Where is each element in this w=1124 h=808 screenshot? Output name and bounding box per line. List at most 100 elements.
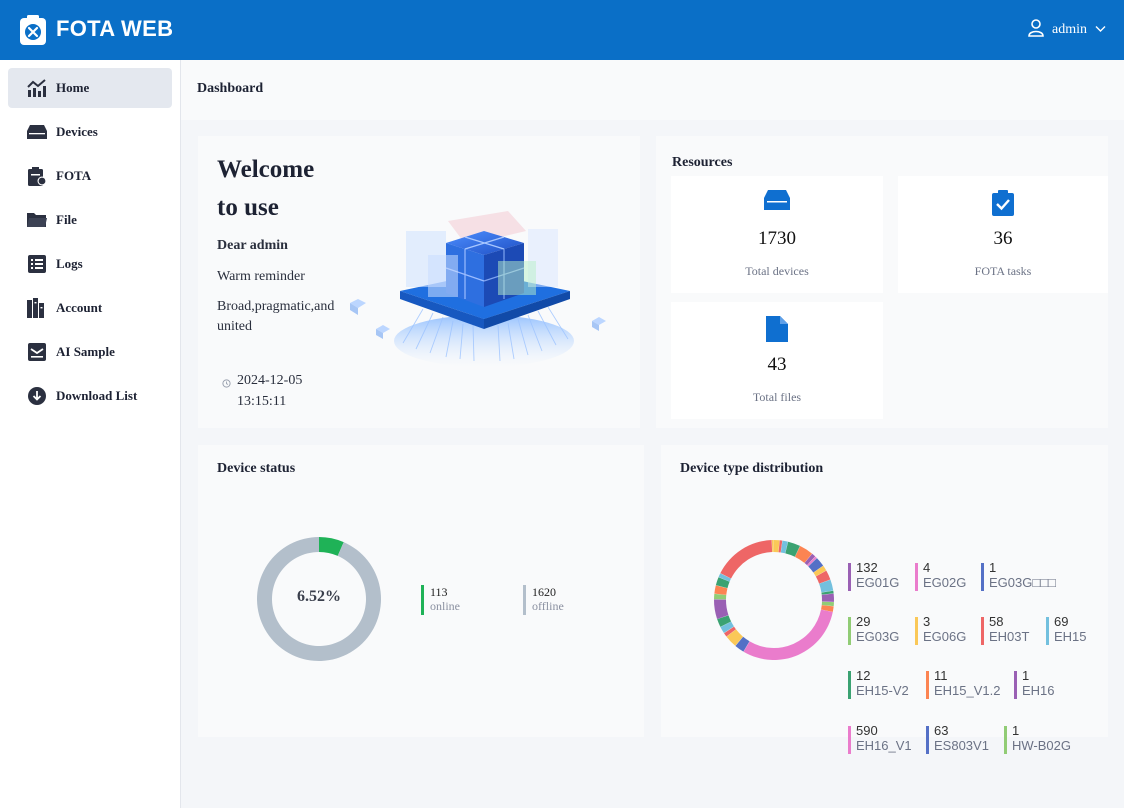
total-files-label: Total files bbox=[752, 390, 802, 404]
status-slice-online[interactable] bbox=[319, 537, 344, 556]
user-menu[interactable]: admin bbox=[1028, 18, 1106, 42]
legend-label: EH16_V1 bbox=[856, 738, 912, 753]
type-slice[interactable] bbox=[785, 541, 801, 557]
legend-swatch bbox=[1014, 671, 1017, 699]
type-slice[interactable] bbox=[807, 556, 817, 567]
type-slice[interactable] bbox=[724, 626, 736, 637]
legend-label: EH15 bbox=[1054, 629, 1087, 644]
welcome-card: Welcome to use Dear admin Warm reminder … bbox=[198, 136, 640, 428]
sidebar-item-account[interactable]: Account bbox=[8, 288, 172, 328]
legend-value: 11 bbox=[934, 668, 948, 683]
legend-label: EH03T bbox=[989, 629, 1030, 644]
sidebar-item-ai-sample[interactable]: AI Sample bbox=[8, 332, 172, 372]
legend-swatch bbox=[981, 617, 984, 645]
type-slice[interactable] bbox=[714, 593, 727, 600]
app-brand: FOTA WEB bbox=[56, 16, 174, 41]
sidebar: Home Devices FOTA File Logs Account AI bbox=[0, 60, 181, 808]
type-slice[interactable] bbox=[774, 540, 780, 553]
type-slice[interactable] bbox=[714, 599, 729, 619]
book-icon bbox=[27, 298, 47, 318]
sidebar-item-fota[interactable]: FOTA bbox=[8, 156, 172, 196]
type-slice[interactable] bbox=[821, 590, 834, 595]
type-slice[interactable] bbox=[735, 636, 750, 652]
legend-label: ES803V1 bbox=[934, 738, 989, 753]
type-slice[interactable] bbox=[743, 609, 833, 660]
sidebar-item-label: Home bbox=[56, 80, 90, 95]
tray-icon bbox=[27, 342, 47, 362]
clipboard-icon bbox=[27, 166, 47, 186]
chart-icon bbox=[27, 78, 47, 98]
type-slice[interactable] bbox=[726, 629, 744, 646]
drive-icon bbox=[671, 190, 883, 210]
type-slice[interactable] bbox=[718, 573, 731, 582]
type-slice[interactable] bbox=[815, 570, 831, 584]
type-slice[interactable] bbox=[821, 605, 834, 612]
total-files-tile[interactable]: 43 Total files bbox=[671, 302, 883, 419]
greeting-text: Dear admin bbox=[217, 238, 288, 253]
motto-text-line1: Broad,pragmatic,and bbox=[217, 299, 335, 314]
legend-swatch bbox=[915, 617, 918, 645]
type-slice[interactable] bbox=[720, 621, 734, 634]
sidebar-item-home[interactable]: Home bbox=[8, 68, 172, 108]
sidebar-item-label: Devices bbox=[56, 124, 98, 139]
legend-value: 132 bbox=[856, 560, 878, 575]
clipboard-check-icon bbox=[898, 190, 1108, 216]
legend-swatch bbox=[848, 726, 851, 754]
type-slice[interactable] bbox=[780, 540, 788, 554]
total-devices-value: 1730 bbox=[758, 228, 796, 249]
file-icon bbox=[671, 316, 883, 342]
legend-swatch bbox=[981, 563, 984, 591]
legend-label: EG02G bbox=[923, 575, 967, 590]
drive-icon bbox=[27, 122, 47, 142]
legend-value: 1 bbox=[1012, 723, 1020, 738]
legend-label: HW-B02G bbox=[1012, 738, 1071, 753]
sidebar-item-download-list[interactable]: Download List bbox=[8, 376, 172, 416]
type-slice[interactable] bbox=[808, 558, 824, 573]
type-slice[interactable] bbox=[804, 553, 816, 566]
type-slice[interactable] bbox=[821, 601, 834, 607]
chevron-down-icon bbox=[1095, 22, 1106, 38]
sidebar-item-devices[interactable]: Devices bbox=[8, 112, 172, 152]
legend-label: EG03G bbox=[856, 629, 900, 644]
device-type-donut bbox=[714, 540, 834, 660]
type-slice[interactable] bbox=[819, 579, 834, 593]
main-content: Dashboard Welcome to use Dear admin Warm… bbox=[181, 60, 1124, 808]
reminder-text: Warm reminder bbox=[217, 269, 305, 284]
app-logo-icon bbox=[20, 15, 46, 45]
sidebar-item-label: Logs bbox=[56, 256, 83, 271]
type-slice[interactable] bbox=[720, 540, 773, 579]
type-slice[interactable] bbox=[794, 546, 813, 563]
sidebar-item-label: Account bbox=[56, 300, 103, 315]
legend-swatch bbox=[848, 617, 851, 645]
device-status-title: Device status bbox=[217, 461, 296, 476]
type-slice[interactable] bbox=[778, 540, 783, 553]
legend-value: 63 bbox=[934, 723, 949, 738]
current-date: 2024-12-05 bbox=[237, 373, 303, 388]
online-count: 113 bbox=[430, 585, 448, 599]
legend-swatch bbox=[926, 726, 929, 754]
welcome-heading-line2: to use bbox=[217, 194, 279, 221]
legend-label: EH15-V2 bbox=[856, 683, 909, 698]
breadcrumb: Dashboard bbox=[181, 60, 1124, 120]
sidebar-item-logs[interactable]: Logs bbox=[8, 244, 172, 284]
legend-label: EG06G bbox=[923, 629, 967, 644]
offline-count: 1620 bbox=[532, 585, 556, 599]
type-slice[interactable] bbox=[771, 540, 774, 553]
sidebar-item-label: Download List bbox=[56, 388, 138, 403]
sidebar-item-file[interactable]: File bbox=[8, 200, 172, 240]
current-time: 13:15:11 bbox=[237, 394, 287, 409]
total-devices-tile[interactable]: 1730 Total devices bbox=[671, 176, 883, 293]
type-slice[interactable] bbox=[813, 565, 827, 577]
type-slice[interactable] bbox=[714, 585, 728, 595]
fota-tasks-tile[interactable]: 36 FOTA tasks bbox=[898, 176, 1108, 293]
resources-title: Resources bbox=[672, 155, 733, 170]
type-slice[interactable] bbox=[717, 615, 732, 627]
type-slice[interactable] bbox=[821, 593, 834, 602]
device-status-card: Device status 6.52% 113 online 1620 offl… bbox=[198, 445, 644, 737]
type-slice[interactable] bbox=[715, 577, 730, 589]
device-status-donut bbox=[257, 537, 381, 661]
legend-value: 3 bbox=[923, 614, 931, 629]
legend-label: EH16 bbox=[1022, 683, 1055, 698]
user-icon bbox=[1028, 18, 1044, 42]
legend-swatch bbox=[1004, 726, 1007, 754]
